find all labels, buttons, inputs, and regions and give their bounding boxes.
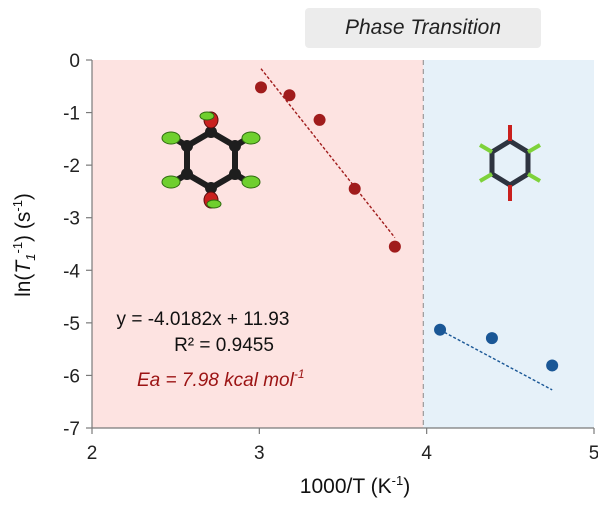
y-tick-label: -3 bbox=[63, 209, 80, 230]
low-phase-region bbox=[92, 60, 424, 428]
y-tick-label: -6 bbox=[63, 366, 80, 387]
data-point-series-1 bbox=[283, 89, 296, 102]
activation-energy-annotation: Ea = 7.98 kcal mol-1 bbox=[137, 367, 305, 391]
data-point-series-1 bbox=[348, 182, 361, 195]
data-point-series-2 bbox=[546, 359, 559, 372]
molecule-low-phase-image bbox=[161, 111, 261, 209]
y-tick-label: -4 bbox=[63, 261, 80, 282]
y-tick-label: -1 bbox=[63, 104, 80, 125]
equation-annotation: y = -4.0182x + 11.93 bbox=[117, 309, 290, 330]
x-tick-label: 5 bbox=[589, 443, 598, 464]
r-squared-annotation: R² = 0.9455 bbox=[174, 335, 274, 356]
molecule-high-phase-image bbox=[478, 125, 542, 201]
data-point-series-1 bbox=[388, 240, 401, 253]
x-axis-label: 1000/T (K-1) bbox=[300, 473, 410, 498]
phase-regions bbox=[92, 60, 594, 428]
y-tick-label: -5 bbox=[63, 314, 80, 335]
activation-energy-exponent: -1 bbox=[294, 367, 305, 381]
activation-energy-text: Ea = 7.98 kcal mol bbox=[137, 370, 295, 391]
x-tick-label: 2 bbox=[87, 443, 98, 464]
tick-labels: 2 3 4 5 0 -1 -2 -3 -4 -5 -6 -7 bbox=[63, 51, 598, 464]
y-tick-label: -7 bbox=[63, 419, 80, 440]
data-point-series-2 bbox=[434, 323, 447, 336]
data-marks bbox=[255, 68, 559, 391]
data-point-series-1 bbox=[255, 81, 268, 94]
x-tick-label: 4 bbox=[421, 443, 432, 464]
data-point-series-1 bbox=[313, 113, 326, 126]
trendline-series-2 bbox=[439, 329, 553, 391]
y-axis-label: ln(T1-1) (s-1) bbox=[10, 193, 38, 297]
data-point-series-2 bbox=[485, 332, 498, 345]
x-tick-label: 3 bbox=[254, 443, 265, 464]
trendline-series-1 bbox=[260, 68, 396, 239]
y-tick-label: 0 bbox=[69, 51, 80, 72]
axes bbox=[86, 59, 595, 434]
phase-transition-label: Phase Transition bbox=[305, 8, 541, 48]
y-tick-label: -2 bbox=[63, 156, 80, 177]
high-phase-region bbox=[423, 60, 594, 428]
